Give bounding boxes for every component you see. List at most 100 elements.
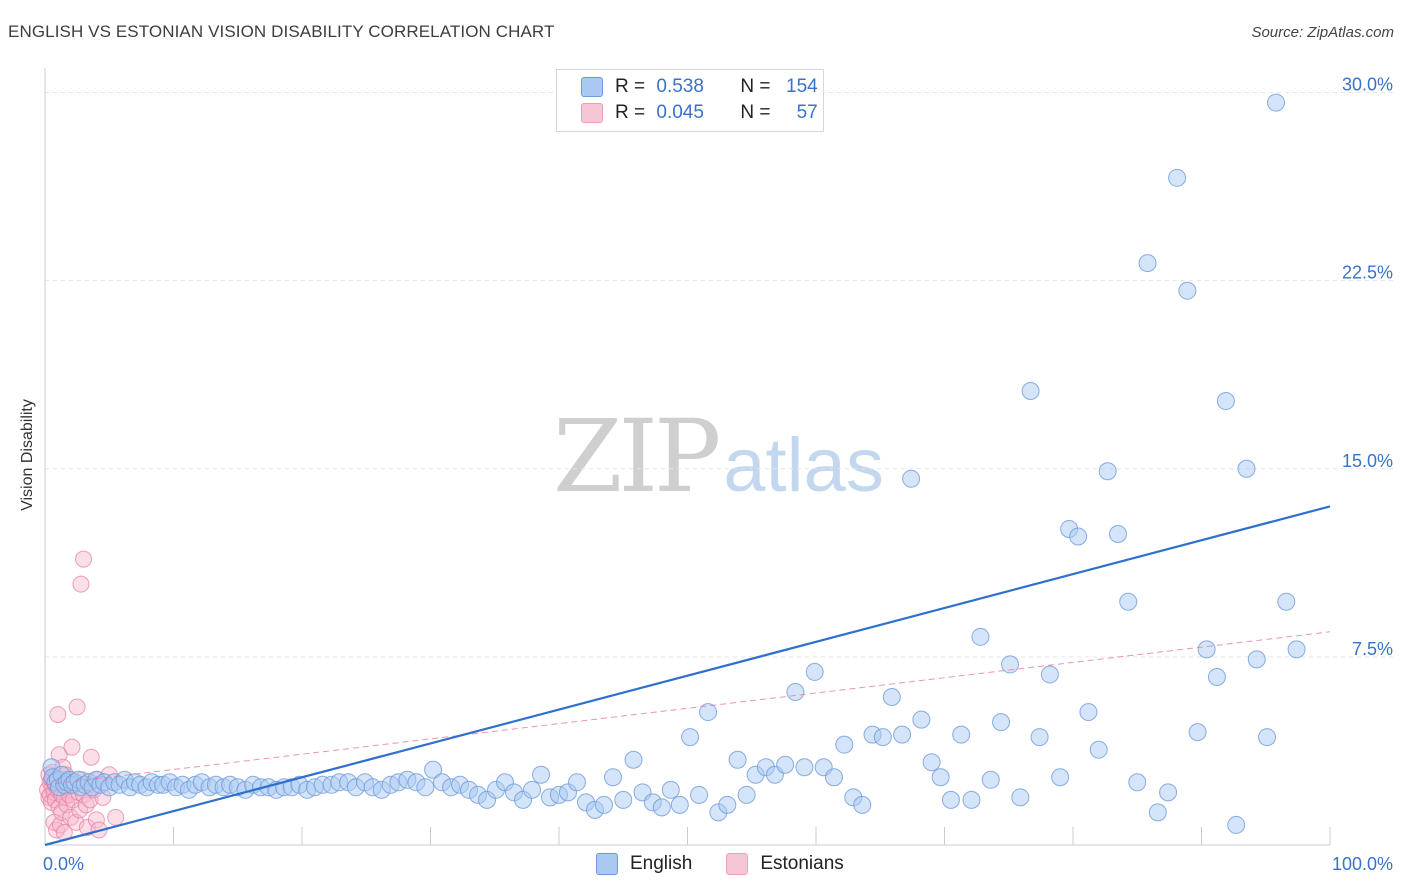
english-legend-swatch [596, 853, 618, 875]
english-point [1089, 740, 1108, 759]
english-point [952, 725, 971, 744]
watermark: ZIPatlas [553, 398, 884, 515]
estonians-n-value: 57 [796, 102, 818, 123]
english-point [1159, 783, 1178, 802]
english-point [1188, 723, 1207, 742]
english-point [835, 735, 854, 754]
y-tick-label: 7.5% [1352, 639, 1393, 659]
estonians-legend-label: Estonians [760, 853, 844, 874]
estonians-point [49, 706, 67, 724]
estonians-point [82, 748, 100, 766]
english-point [690, 785, 709, 804]
english-point [1287, 640, 1306, 659]
legend-item-estonians[interactable]: Estonians [726, 853, 844, 875]
english-point [776, 755, 795, 774]
english-point [718, 795, 737, 814]
english-point [1011, 788, 1030, 807]
legend-item-english[interactable]: English [596, 853, 692, 875]
english-point [902, 469, 921, 488]
stats-legend: R = 0.538 N = 154 R = 0.045 N = 57 [556, 69, 824, 132]
english-point [853, 795, 872, 814]
source-label: Source: ZipAtlas.com [1251, 24, 1394, 41]
english-point [805, 662, 824, 681]
english-point [1138, 254, 1157, 273]
estonians-points [39, 550, 125, 841]
x-tick-label: 100.0% [1332, 854, 1393, 874]
english-point [567, 773, 586, 792]
legend-row-estonians: R = 0.045 N = 57 [581, 101, 818, 125]
axes [44, 68, 1331, 846]
english-point [1247, 650, 1266, 669]
english-point [1216, 392, 1235, 411]
english-point [1207, 667, 1226, 686]
english-point [1128, 773, 1147, 792]
watermark-atlas: atlas [723, 423, 884, 508]
english-point [893, 725, 912, 744]
english-legend-label: English [630, 853, 693, 874]
english-points [42, 93, 1306, 834]
y-tick-label: 30.0% [1342, 75, 1393, 95]
english-point [922, 753, 941, 772]
english-point [1237, 459, 1256, 478]
estonians-point [87, 811, 105, 829]
english-point [1108, 524, 1127, 543]
estonians-point [68, 698, 86, 716]
tick-labels: 7.5% 15.0% 22.5% 30.0% 0.0% 100.0% [43, 75, 1393, 874]
english-point [1098, 462, 1117, 481]
english-point [931, 768, 950, 787]
chart-title: ENGLISH VS ESTONIAN VISION DISABILITY CO… [8, 22, 555, 41]
english-point [424, 760, 443, 779]
english-point [624, 750, 643, 769]
estonians-r-value: 0.045 [656, 102, 704, 123]
english-point [971, 627, 990, 646]
english-point [1178, 281, 1197, 300]
english-point [1267, 93, 1286, 112]
estonians-trend-line [44, 631, 1331, 786]
english-point [992, 713, 1011, 732]
english-point [614, 790, 633, 809]
english-point [873, 728, 892, 747]
trend-lines [44, 505, 1331, 847]
english-point [1227, 815, 1246, 834]
english-point [737, 785, 756, 804]
english-point [795, 758, 814, 777]
english-point [1148, 803, 1167, 822]
english-point [416, 778, 435, 797]
english-point [661, 780, 680, 799]
english-n-value: 154 [786, 76, 818, 97]
english-point [652, 798, 671, 817]
english-point [670, 795, 689, 814]
english-point [1277, 592, 1296, 611]
y-tick-label: 15.0% [1342, 451, 1393, 471]
english-point [941, 790, 960, 809]
estonians-r-label: R = [615, 102, 651, 123]
english-point [1119, 592, 1138, 611]
english-r-label: R = [615, 76, 651, 97]
english-point [1030, 728, 1049, 747]
legend-row-english: R = 0.538 N = 154 [581, 75, 818, 99]
estonians-point [72, 575, 90, 593]
estonians-n-label: N = [740, 102, 776, 123]
english-r-value: 0.538 [656, 76, 704, 97]
english-point [728, 750, 747, 769]
watermark-zip: ZIP [553, 398, 721, 515]
english-point [681, 728, 700, 747]
english-point [699, 703, 718, 722]
english-point [912, 710, 931, 729]
english-point [1051, 768, 1070, 787]
estonians-point [63, 738, 81, 756]
english-point [594, 795, 613, 814]
english-point [532, 765, 551, 784]
english-point [1258, 728, 1277, 747]
english-point [981, 770, 1000, 789]
english-point [882, 688, 901, 707]
english-point [1001, 655, 1020, 674]
english-point [1040, 665, 1059, 684]
english-point [1197, 640, 1216, 659]
estonians-swatch [581, 103, 603, 123]
english-point [1168, 168, 1187, 187]
english-point [523, 780, 542, 799]
english-trend-line [44, 505, 1331, 847]
x-tick-label: 0.0% [43, 854, 84, 874]
